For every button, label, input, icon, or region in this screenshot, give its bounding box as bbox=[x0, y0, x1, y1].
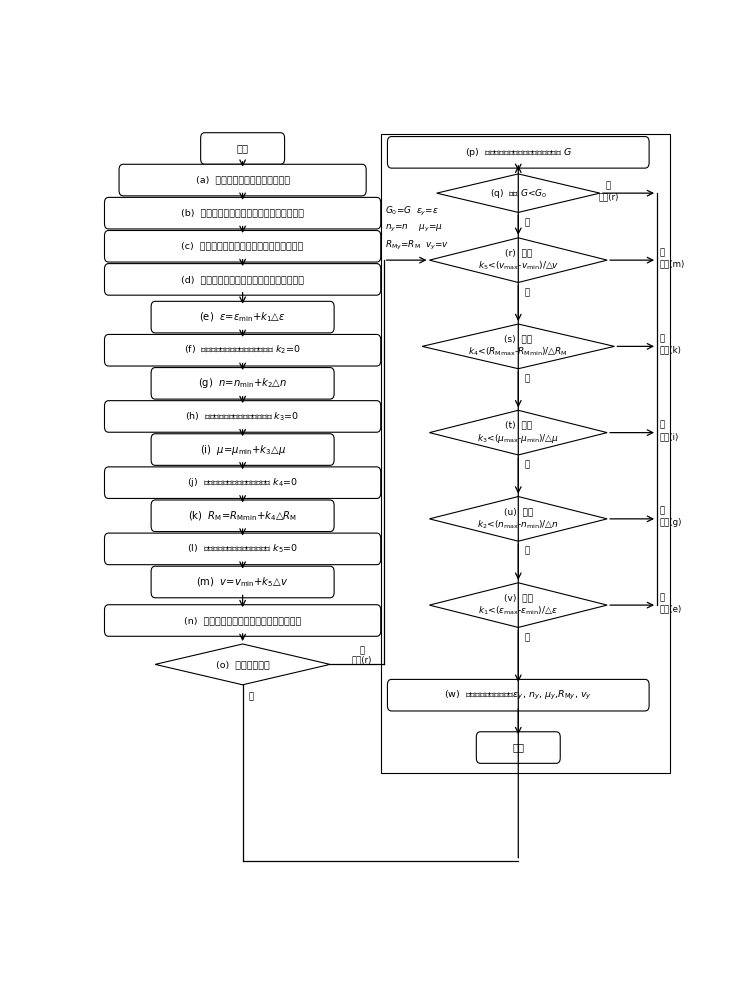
Text: 是: 是 bbox=[660, 593, 665, 602]
FancyBboxPatch shape bbox=[387, 679, 649, 711]
Text: (c)  确定冷轧消除环件残余应力工艺参数范围: (c) 确定冷轧消除环件残余应力工艺参数范围 bbox=[181, 242, 304, 251]
Text: (w)  输出应力消除最优工艺$\varepsilon_y$, $n_y$, $\mu_y$,$R_{{\rm M}y}$, $v_y$: (w) 输出应力消除最优工艺$\varepsilon_y$, $n_y$, $\… bbox=[444, 689, 592, 702]
Text: (e)  $\varepsilon$=$\varepsilon_{\rm min}$+$k_1$△$\varepsilon$: (e) $\varepsilon$=$\varepsilon_{\rm min}… bbox=[199, 310, 286, 324]
Text: 开始: 开始 bbox=[237, 143, 249, 153]
Text: 否: 否 bbox=[524, 460, 529, 469]
Text: 步骤(i): 步骤(i) bbox=[660, 432, 679, 441]
Text: (j)  初始化芯辊半径及寻优步长，令 $k_4$=0: (j) 初始化芯辊半径及寻优步长，令 $k_4$=0 bbox=[187, 476, 298, 489]
Text: (a)  给出典型点位的初始残余应力: (a) 给出典型点位的初始残余应力 bbox=[196, 176, 290, 185]
FancyBboxPatch shape bbox=[381, 134, 670, 773]
FancyBboxPatch shape bbox=[105, 334, 381, 366]
Text: 步骤(g): 步骤(g) bbox=[660, 518, 682, 527]
Text: (g)  $n$=$n_{\rm min}$+$k_2$△$n$: (g) $n$=$n_{\rm min}$+$k_2$△$n$ bbox=[198, 376, 287, 390]
FancyBboxPatch shape bbox=[105, 264, 381, 295]
FancyBboxPatch shape bbox=[105, 533, 381, 565]
Text: 是: 是 bbox=[660, 507, 665, 516]
Text: 结束: 结束 bbox=[512, 743, 524, 753]
Polygon shape bbox=[429, 583, 607, 627]
Polygon shape bbox=[437, 174, 600, 212]
Polygon shape bbox=[429, 238, 607, 282]
Polygon shape bbox=[429, 410, 607, 455]
Text: (s)  判断
$k_4$<($R_{\rm Mmax}$-$R_{\rm Mmin}$)/△$R_{\rm M}$: (s) 判断 $k_4$<($R_{\rm Mmax}$-$R_{\rm Mmi… bbox=[468, 335, 569, 358]
Text: (q)  判断 $G$<$G_0$: (q) 判断 $G$<$G_0$ bbox=[490, 187, 547, 200]
Text: 否: 否 bbox=[606, 181, 611, 190]
FancyBboxPatch shape bbox=[151, 566, 334, 598]
Text: (v)  判断
$k_1$<($\varepsilon_{\rm max}$-$\varepsilon_{\rm min}$)/△$\varepsilon$: (v) 判断 $k_1$<($\varepsilon_{\rm max}$-$\… bbox=[478, 593, 558, 617]
Text: 是: 是 bbox=[524, 219, 529, 228]
FancyBboxPatch shape bbox=[151, 434, 334, 465]
FancyBboxPatch shape bbox=[151, 301, 334, 333]
Text: (o)  判断不等式？: (o) 判断不等式？ bbox=[216, 660, 269, 669]
Text: (i)  $\mu$=$\mu_{\rm min}$+$k_3$△$\mu$: (i) $\mu$=$\mu_{\rm min}$+$k_3$△$\mu$ bbox=[199, 443, 286, 457]
Text: 否: 否 bbox=[524, 374, 529, 383]
FancyBboxPatch shape bbox=[201, 133, 284, 164]
Text: 步骤(r): 步骤(r) bbox=[599, 192, 619, 202]
Text: (l)  初始化进给速度及寻优步长，令 $k_5$=0: (l) 初始化进给速度及寻优步长，令 $k_5$=0 bbox=[187, 543, 298, 555]
Text: 是: 是 bbox=[660, 420, 665, 429]
Text: 否: 否 bbox=[524, 547, 529, 556]
Text: (f)  初始化驱动辊转速及寻优步长，令 $k_2$=0: (f) 初始化驱动辊转速及寻优步长，令 $k_2$=0 bbox=[184, 344, 301, 356]
Text: 否: 否 bbox=[524, 288, 529, 297]
Text: (m)  $v$=$v_{\rm min}$+$k_5$△$v$: (m) $v$=$v_{\rm min}$+$k_5$△$v$ bbox=[196, 575, 289, 589]
Text: 步骤(k): 步骤(k) bbox=[660, 346, 682, 355]
FancyBboxPatch shape bbox=[105, 467, 381, 498]
FancyBboxPatch shape bbox=[105, 401, 381, 432]
FancyBboxPatch shape bbox=[119, 164, 366, 196]
Text: (k)  $R_{\rm M}$=$R_{\rm Mmin}$+$k_4$△$R_{\rm M}$: (k) $R_{\rm M}$=$R_{\rm Mmin}$+$k_4$△$R_… bbox=[188, 509, 297, 523]
Text: (b)  确定环件初始内、外半径以及驱动辊半径: (b) 确定环件初始内、外半径以及驱动辊半径 bbox=[181, 209, 304, 218]
FancyBboxPatch shape bbox=[387, 137, 649, 168]
Text: 步骤(e): 步骤(e) bbox=[660, 604, 682, 613]
Text: 是: 是 bbox=[249, 693, 254, 702]
Text: 步骤(m): 步骤(m) bbox=[660, 259, 685, 268]
FancyBboxPatch shape bbox=[105, 605, 381, 636]
Text: 是: 是 bbox=[660, 248, 665, 257]
Text: (n)  计算冷轧后典型点位的残余应力消减率: (n) 计算冷轧后典型点位的残余应力消减率 bbox=[184, 616, 302, 625]
Polygon shape bbox=[155, 644, 330, 685]
Text: 是: 是 bbox=[660, 334, 665, 343]
FancyBboxPatch shape bbox=[105, 197, 381, 229]
Text: (r)  判断
$k_5$<($v_{\rm max}$-$v_{\rm min}$)/△$v$: (r) 判断 $k_5$<($v_{\rm max}$-$v_{\rm min}… bbox=[478, 248, 559, 272]
Text: (t)  判断
$k_3$<($\mu_{\rm max}$-$\mu_{\rm min}$)/△$\mu$: (t) 判断 $k_3$<($\mu_{\rm max}$-$\mu_{\rm … bbox=[478, 421, 559, 445]
Text: (h)  初始化摩擦系数及寻优步长，令 $k_3$=0: (h) 初始化摩擦系数及寻优步长，令 $k_3$=0 bbox=[186, 410, 300, 423]
Polygon shape bbox=[422, 324, 614, 369]
FancyBboxPatch shape bbox=[151, 500, 334, 532]
Polygon shape bbox=[429, 497, 607, 541]
Text: (d)  设定各初始值、寻优步长及中间过程参数: (d) 设定各初始值、寻优步长及中间过程参数 bbox=[181, 275, 304, 284]
Text: (u)  判断
$k_2$<($n_{\rm max}$-$n_{\rm min}$)/△$n$: (u) 判断 $k_2$<($n_{\rm max}$-$n_{\rm min}… bbox=[478, 507, 559, 531]
FancyBboxPatch shape bbox=[105, 230, 381, 262]
Text: (p)  计算应力消除效果优化设定目标函数 $G$: (p) 计算应力消除效果优化设定目标函数 $G$ bbox=[465, 146, 572, 159]
Text: $G_0$=$G$  $\varepsilon_y$=$\varepsilon$
$n_y$=$n$    $\mu_y$=$\mu$
$R_{\rm My}$: $G_0$=$G$ $\varepsilon_y$=$\varepsilon$ … bbox=[386, 205, 450, 252]
Text: 步骤(r): 步骤(r) bbox=[352, 655, 372, 664]
FancyBboxPatch shape bbox=[476, 732, 560, 763]
Text: 否: 否 bbox=[524, 633, 529, 642]
Text: 否: 否 bbox=[359, 646, 365, 655]
FancyBboxPatch shape bbox=[151, 368, 334, 399]
